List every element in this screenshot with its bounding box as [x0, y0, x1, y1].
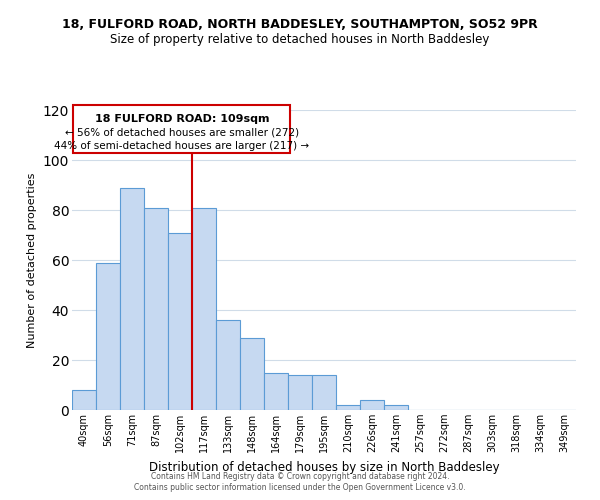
Bar [72, 390, 96, 410]
Text: 44% of semi-detached houses are larger (217) →: 44% of semi-detached houses are larger (… [54, 141, 310, 151]
Bar [96, 262, 120, 410]
Bar [336, 405, 360, 410]
X-axis label: Distribution of detached houses by size in North Baddesley: Distribution of detached houses by size … [149, 460, 499, 473]
Text: Contains HM Land Registry data © Crown copyright and database right 2024.: Contains HM Land Registry data © Crown c… [151, 472, 449, 481]
FancyBboxPatch shape [73, 105, 290, 152]
Bar [288, 375, 312, 410]
Bar [216, 320, 240, 410]
Bar [168, 232, 192, 410]
Bar [264, 372, 288, 410]
Text: Contains public sector information licensed under the Open Government Licence v3: Contains public sector information licen… [134, 484, 466, 492]
Y-axis label: Number of detached properties: Number of detached properties [27, 172, 37, 348]
Bar [312, 375, 336, 410]
Bar [384, 405, 408, 410]
Text: Size of property relative to detached houses in North Baddesley: Size of property relative to detached ho… [110, 32, 490, 46]
Bar [120, 188, 144, 410]
Text: ← 56% of detached houses are smaller (272): ← 56% of detached houses are smaller (27… [65, 128, 299, 138]
Bar [360, 400, 384, 410]
Text: 18 FULFORD ROAD: 109sqm: 18 FULFORD ROAD: 109sqm [95, 114, 269, 124]
Bar [144, 208, 168, 410]
Bar [240, 338, 264, 410]
Bar [192, 208, 216, 410]
Text: 18, FULFORD ROAD, NORTH BADDESLEY, SOUTHAMPTON, SO52 9PR: 18, FULFORD ROAD, NORTH BADDESLEY, SOUTH… [62, 18, 538, 30]
